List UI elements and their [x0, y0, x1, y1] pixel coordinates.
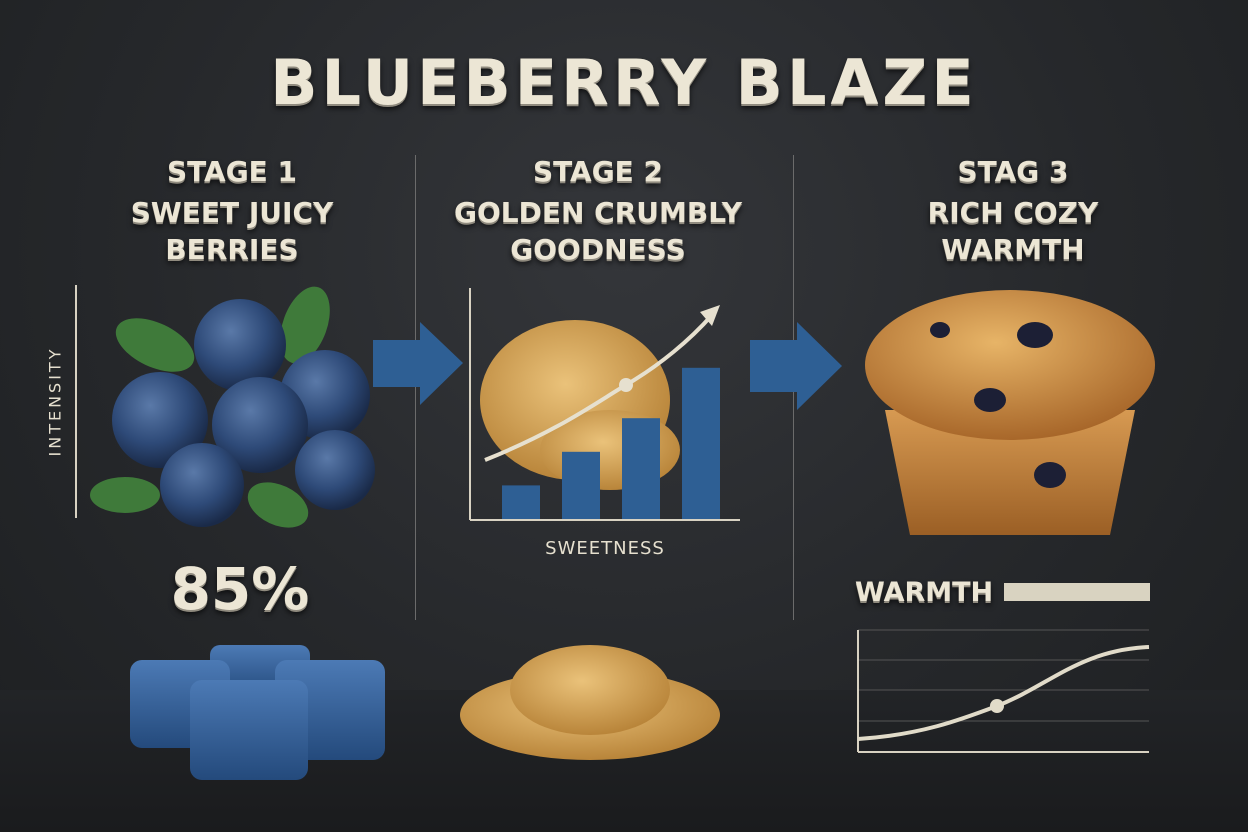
crumb-pile-illustration [460, 645, 720, 760]
divider [415, 155, 416, 620]
stage-2-line2: GOODNESS [510, 233, 686, 266]
blue-cubes-illustration [130, 645, 385, 780]
stage-3-label: STAG 3 [957, 155, 1069, 188]
blueberries-illustration [90, 286, 375, 528]
page-title: BLUEBERRY BLAZE [270, 46, 978, 119]
arrowhead-icon [700, 305, 720, 326]
warmth-chart [857, 629, 1150, 753]
leaf [115, 318, 195, 372]
sweetness-bars [502, 367, 720, 519]
warmth-label: WARMTH [855, 577, 994, 608]
stage-2-line1: GOLDEN CRUMBLY [454, 196, 742, 229]
sweetness-bar [562, 451, 600, 519]
blueberry [112, 372, 208, 468]
stage-1-heading: STAGE 1 SWEET JUICY BERRIES [52, 153, 412, 268]
stage-1-line1: SWEET JUICY [130, 196, 334, 229]
sweetness-bar [682, 367, 720, 519]
stage-1-label: STAGE 1 [166, 155, 298, 188]
warmth-point [990, 699, 1004, 713]
sweetness-bar [622, 418, 660, 519]
warmth-curve [857, 645, 1150, 741]
leaf [280, 286, 330, 364]
trend-point [619, 378, 633, 392]
stage-2-heading: STAGE 2 GOLDEN CRUMBLY GOODNESS [418, 153, 778, 268]
muffin-illustration [865, 290, 1155, 535]
sweetness-axis-label: SWEETNESS [545, 538, 665, 559]
warmth-meter-fill [1004, 583, 1150, 601]
arrow-right-icon [373, 322, 463, 405]
stage-1-line2: BERRIES [165, 233, 299, 266]
blueberry [160, 443, 244, 527]
stage-3-line2: WARMTH [941, 233, 1085, 266]
stage-3-line1: RICH COZY [927, 196, 1099, 229]
intensity-percent: 85% [170, 555, 310, 623]
stage-3-heading: STAG 3 RICH COZY WARMTH [833, 153, 1193, 268]
blueberry [194, 299, 286, 391]
arrow-right-icon [750, 322, 842, 410]
stage-2-label: STAGE 2 [532, 155, 664, 188]
leaf [247, 482, 309, 528]
leaf [90, 477, 160, 513]
blueberry [212, 377, 308, 473]
blueberry [295, 430, 375, 510]
intensity-axis-label: INTENSITY [45, 346, 65, 457]
sweetness-bar [502, 485, 540, 519]
